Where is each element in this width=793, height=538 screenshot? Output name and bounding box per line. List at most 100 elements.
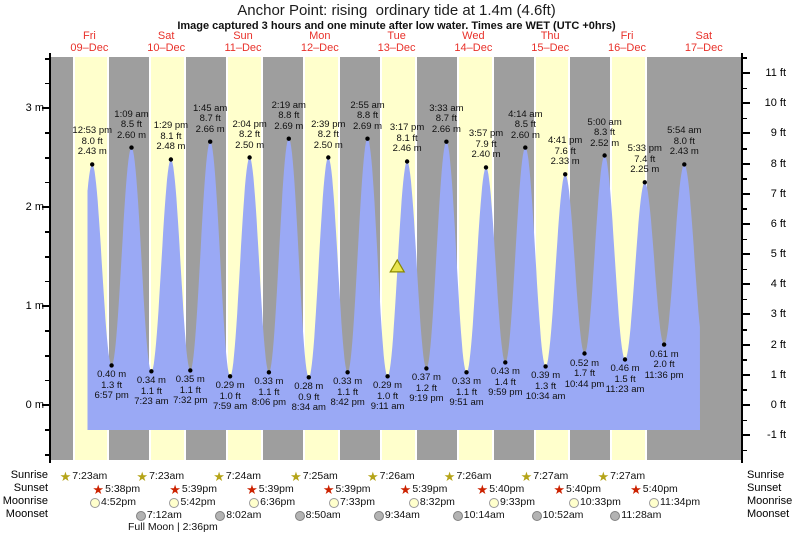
day-label: Thu 15–Dec: [512, 30, 588, 54]
left-axis-major-tick: [42, 305, 50, 307]
day-label: Wed 14–Dec: [435, 30, 511, 54]
day-name: Sat: [695, 30, 713, 42]
moonrise-circle-icon: [169, 497, 180, 508]
left-axis-major-tick: [42, 206, 50, 208]
sunset-star-icon: ★: [322, 481, 335, 497]
astro-event: 10:52am: [531, 509, 583, 522]
left-axis-label: 2 m: [25, 201, 44, 213]
left-axis-minor-tick: [45, 82, 50, 85]
low-tide-label: 0.46 m 1.5 ft 11:23 am: [605, 363, 645, 396]
left-axis-label: 3 m: [25, 102, 44, 114]
astro-event: 8:32pm: [408, 496, 455, 509]
moonrise-time: 7:33pm: [339, 496, 375, 508]
astro-event: 9:34am: [373, 509, 420, 522]
sunset-star-icon: ★: [476, 481, 489, 497]
day-date: 09–Dec: [70, 41, 109, 54]
day-date: 11–Dec: [224, 41, 262, 54]
right-axis-major-tick: [742, 222, 750, 225]
right-axis-minor-tick: [742, 148, 747, 150]
sunrise-time: 7:26am: [456, 470, 492, 482]
sunrise-star-icon: ★: [366, 468, 379, 484]
astro-event: 7:33pm: [328, 496, 375, 509]
astro-event: 5:42pm: [169, 496, 215, 509]
day-name: Sat: [157, 30, 175, 42]
right-axis-major-tick: [742, 434, 750, 437]
day-label: Fri 09–Dec: [51, 30, 127, 54]
right-axis-label: 8 ft: [770, 157, 786, 170]
astro-event: ★ 7:27am: [597, 470, 645, 483]
sunrise-star-icon: ★: [136, 468, 149, 484]
low-tide-label: 0.40 m 1.3 ft 6:57 pm: [94, 369, 129, 402]
moonset-row-label-right: Moonset: [747, 508, 790, 520]
moonset-time: 11:28am: [621, 509, 662, 521]
right-axis-major-tick: [742, 283, 750, 286]
day-name: Wed: [462, 30, 485, 42]
moonset-circle-icon: [452, 510, 463, 521]
right-axis-label: 11 ft: [765, 67, 786, 80]
day-name: Fri: [620, 30, 634, 42]
right-axis-label: 6 ft: [770, 217, 786, 230]
sunset-time: 5:39pm: [258, 483, 294, 495]
high-tide-label: 5:00 am 8.3 ft 2.52 m: [587, 116, 622, 149]
sunset-time: 5:40pm: [489, 483, 525, 495]
right-axis-label: 2 ft: [770, 338, 786, 351]
right-axis-minor-tick: [742, 359, 747, 361]
moonrise-time: 6:36pm: [260, 496, 296, 508]
right-axis-label: -1 ft: [767, 429, 786, 442]
moonset-circle-icon: [215, 510, 226, 521]
sunrise-time: 7:27am: [610, 470, 646, 482]
high-tide-label: 2:39 pm 8.2 ft 2.50 m: [311, 118, 346, 151]
right-axis-minor-tick: [742, 57, 747, 59]
sunrise-time: 7:23am: [72, 470, 108, 482]
astro-event: 8:02am: [215, 509, 261, 522]
moonset-circle-icon: [294, 510, 305, 521]
astro-event: 11:28am: [610, 509, 661, 522]
moonset-row-label-left: Moonset: [5, 508, 48, 520]
low-tide-label: 0.35 m 1.1 ft 7:32 pm: [173, 374, 208, 407]
right-axis-major-tick: [742, 162, 750, 165]
day-label: Tue 13–Dec: [359, 30, 435, 54]
moonset-time: 7:12am: [146, 509, 182, 521]
astro-event: ★ 5:39pm: [246, 483, 294, 496]
moonset-circle-icon: [610, 510, 621, 521]
low-tide-label: 0.29 m 1.0 ft 9:11 am: [370, 380, 405, 413]
astro-event: 7:12am: [135, 509, 182, 522]
left-axis-minor-tick: [45, 454, 50, 456]
moonrise-time: 4:52pm: [100, 496, 136, 508]
sunset-time: 5:39pm: [412, 483, 448, 495]
right-axis-minor-tick: [742, 178, 747, 180]
right-axis-label: 5 ft: [770, 248, 786, 261]
astro-event: ★ 5:39pm: [169, 483, 217, 496]
high-tide-label: 4:14 am 8.5 ft 2.60 m: [508, 108, 543, 141]
low-tide-label: 0.37 m 1.2 ft 9:19 pm: [409, 372, 444, 405]
left-axis-minor-tick: [45, 256, 50, 258]
left-axis-label: 0 m: [25, 399, 44, 411]
left-axis-minor-tick: [45, 355, 50, 357]
left-axis-minor-tick: [45, 181, 50, 184]
moonrise-circle-icon: [328, 497, 339, 508]
right-axis-label: 0 ft: [770, 399, 786, 411]
astro-event: ★ 7:23am: [60, 470, 108, 483]
right-axis-line: [741, 53, 743, 463]
astro-event: 9:33pm: [488, 496, 535, 509]
moonrise-time: 5:42pm: [180, 496, 216, 508]
sunset-star-icon: ★: [169, 481, 181, 497]
right-axis-label: 1 ft: [770, 368, 786, 381]
moonset-time: 8:02am: [226, 509, 262, 521]
astro-event: ★ 5:40pm: [630, 483, 678, 496]
right-axis-major-tick: [742, 192, 750, 195]
sunrise-time: 7:26am: [379, 470, 415, 482]
low-tide-label: 0.34 m 1.1 ft 7:23 am: [134, 375, 169, 408]
moonset-circle-icon: [135, 510, 146, 521]
right-axis-major-tick: [742, 72, 750, 75]
sunset-star-icon: ★: [630, 481, 642, 497]
moonset-time: 9:34am: [384, 509, 420, 521]
sunset-row-label-right: Sunset: [747, 482, 782, 494]
right-axis-minor-tick: [742, 419, 747, 422]
high-tide-label: 1:45 am 8.7 ft 2.66 m: [193, 102, 228, 135]
left-axis-minor-tick: [45, 429, 50, 431]
astro-event: ★ 5:40pm: [477, 483, 525, 496]
high-tide-label: 4:41 pm 7.6 ft 2.33 m: [548, 135, 583, 168]
sunrise-star-icon: ★: [520, 468, 533, 484]
